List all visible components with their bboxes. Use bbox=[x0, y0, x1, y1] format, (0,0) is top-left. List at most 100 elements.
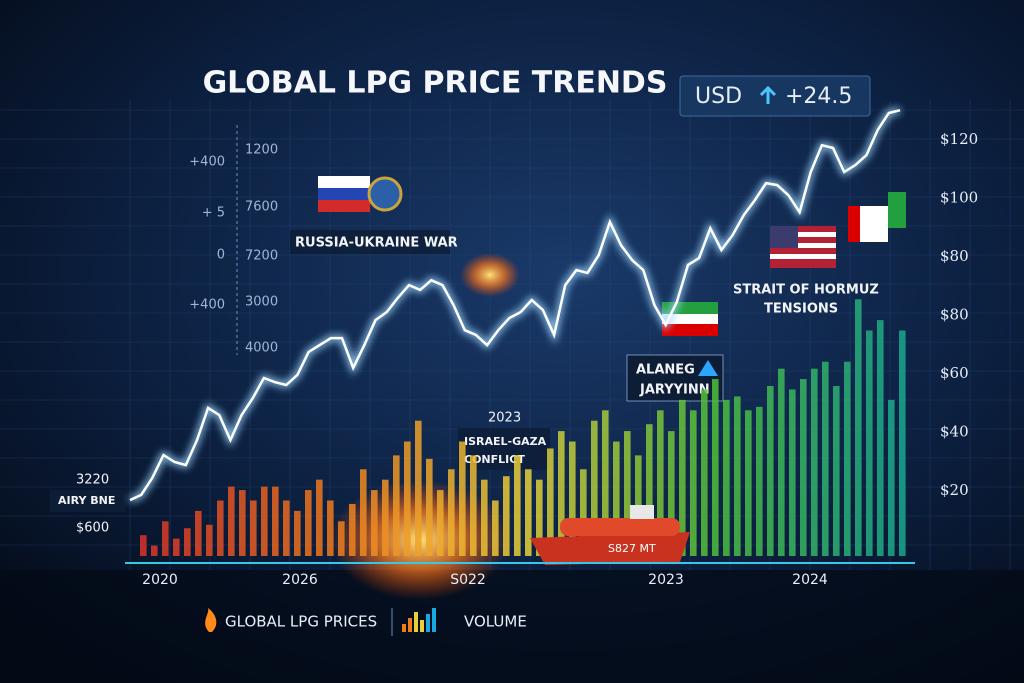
legend-label: VOLUME bbox=[464, 613, 527, 631]
annotation: $600 bbox=[76, 521, 109, 536]
bar bbox=[866, 330, 873, 556]
badge-change: +24.5 bbox=[785, 84, 852, 109]
label-box bbox=[290, 230, 450, 254]
bar bbox=[679, 399, 686, 556]
bar bbox=[855, 299, 862, 556]
bar bbox=[701, 389, 708, 556]
bar bbox=[393, 455, 400, 556]
bar bbox=[569, 441, 576, 556]
chart-title: GLOBAL LPG PRICE TRENDS bbox=[203, 66, 668, 101]
left-mark: +400 bbox=[189, 298, 225, 313]
bar bbox=[833, 386, 840, 556]
x-tick-label: 2026 bbox=[282, 572, 318, 588]
annotation: AIRY BNE bbox=[58, 494, 115, 507]
bar bbox=[349, 503, 356, 556]
bar bbox=[822, 361, 829, 556]
sea bbox=[0, 570, 1024, 683]
bar bbox=[206, 524, 213, 556]
legend-icon bbox=[402, 608, 436, 632]
bar bbox=[459, 441, 466, 556]
flag-iran-2 bbox=[848, 192, 906, 242]
bar bbox=[514, 455, 521, 556]
bar bbox=[382, 479, 389, 556]
bar bbox=[305, 490, 312, 556]
y-axis-label: $120 bbox=[940, 130, 978, 148]
bar bbox=[800, 379, 807, 556]
bar bbox=[657, 410, 664, 556]
annotation: STRAIT OF HORMUZ bbox=[733, 283, 879, 298]
annotation: TENSIONS bbox=[764, 302, 838, 317]
bar bbox=[448, 469, 455, 556]
line bbox=[129, 108, 901, 502]
annotation: RUSSIA-UKRAINE WAR bbox=[295, 236, 458, 251]
left-label: 7200 bbox=[245, 249, 278, 264]
badge-currency: USD bbox=[695, 84, 742, 109]
bar bbox=[602, 410, 609, 556]
bar bbox=[184, 528, 191, 556]
bar bbox=[151, 545, 158, 556]
bar bbox=[470, 455, 477, 556]
bar bbox=[525, 469, 532, 556]
bar bbox=[877, 320, 884, 556]
bar bbox=[360, 469, 367, 556]
legend-label: GLOBAL LPG PRICES bbox=[225, 613, 377, 631]
fire bbox=[460, 253, 520, 297]
bar bbox=[492, 500, 499, 556]
y-axis-label: $80 bbox=[940, 247, 969, 265]
ship-label: S827 MT bbox=[608, 542, 656, 555]
bar bbox=[250, 500, 257, 556]
left-mark: + 5 bbox=[202, 206, 225, 221]
bar bbox=[767, 386, 774, 556]
left-label: 7600 bbox=[245, 200, 278, 215]
bar bbox=[646, 424, 653, 556]
bar bbox=[195, 510, 202, 556]
bar bbox=[723, 399, 730, 556]
left-label: 3000 bbox=[245, 295, 278, 310]
x-tick-label: S022 bbox=[450, 572, 486, 588]
plot bbox=[128, 107, 906, 556]
y-axis-label: $20 bbox=[940, 481, 969, 499]
ship bbox=[530, 505, 690, 565]
bar bbox=[756, 406, 763, 556]
bar bbox=[536, 479, 543, 556]
bar bbox=[778, 368, 785, 556]
bar bbox=[316, 479, 323, 556]
bar bbox=[228, 486, 235, 556]
left-label: 4000 bbox=[245, 341, 278, 356]
bar bbox=[503, 476, 510, 556]
bar bbox=[745, 410, 752, 556]
annotation: CONFLICT bbox=[464, 453, 525, 466]
x-tick-label: 2020 bbox=[142, 572, 178, 588]
bar bbox=[613, 441, 620, 556]
bar bbox=[624, 431, 631, 556]
flag-usa bbox=[770, 226, 836, 268]
annotation: 3220 bbox=[76, 473, 109, 488]
legend-icon bbox=[205, 608, 217, 632]
bar bbox=[888, 399, 895, 556]
bar bbox=[371, 490, 378, 556]
left-mark: 0 bbox=[217, 248, 225, 263]
bar bbox=[712, 379, 719, 556]
bar bbox=[844, 361, 851, 556]
bar bbox=[547, 448, 554, 556]
bar bbox=[734, 396, 741, 556]
bar bbox=[173, 538, 180, 556]
up-arrow bbox=[759, 85, 777, 104]
annotation: JARYYINN bbox=[639, 383, 710, 398]
x-tick-label: 2024 bbox=[792, 572, 828, 588]
label-box bbox=[50, 490, 126, 512]
left-mark: +400 bbox=[189, 155, 225, 170]
warning-icon bbox=[698, 360, 718, 376]
bar bbox=[437, 490, 444, 556]
bar bbox=[415, 420, 422, 556]
badge bbox=[679, 75, 871, 117]
annotation: ALANEG bbox=[636, 363, 695, 378]
bar bbox=[558, 431, 565, 556]
bar bbox=[140, 535, 147, 556]
bar bbox=[789, 389, 796, 556]
y-axis-label: $100 bbox=[940, 189, 978, 207]
bar bbox=[217, 500, 224, 556]
bar bbox=[261, 486, 268, 556]
bar bbox=[426, 458, 433, 556]
